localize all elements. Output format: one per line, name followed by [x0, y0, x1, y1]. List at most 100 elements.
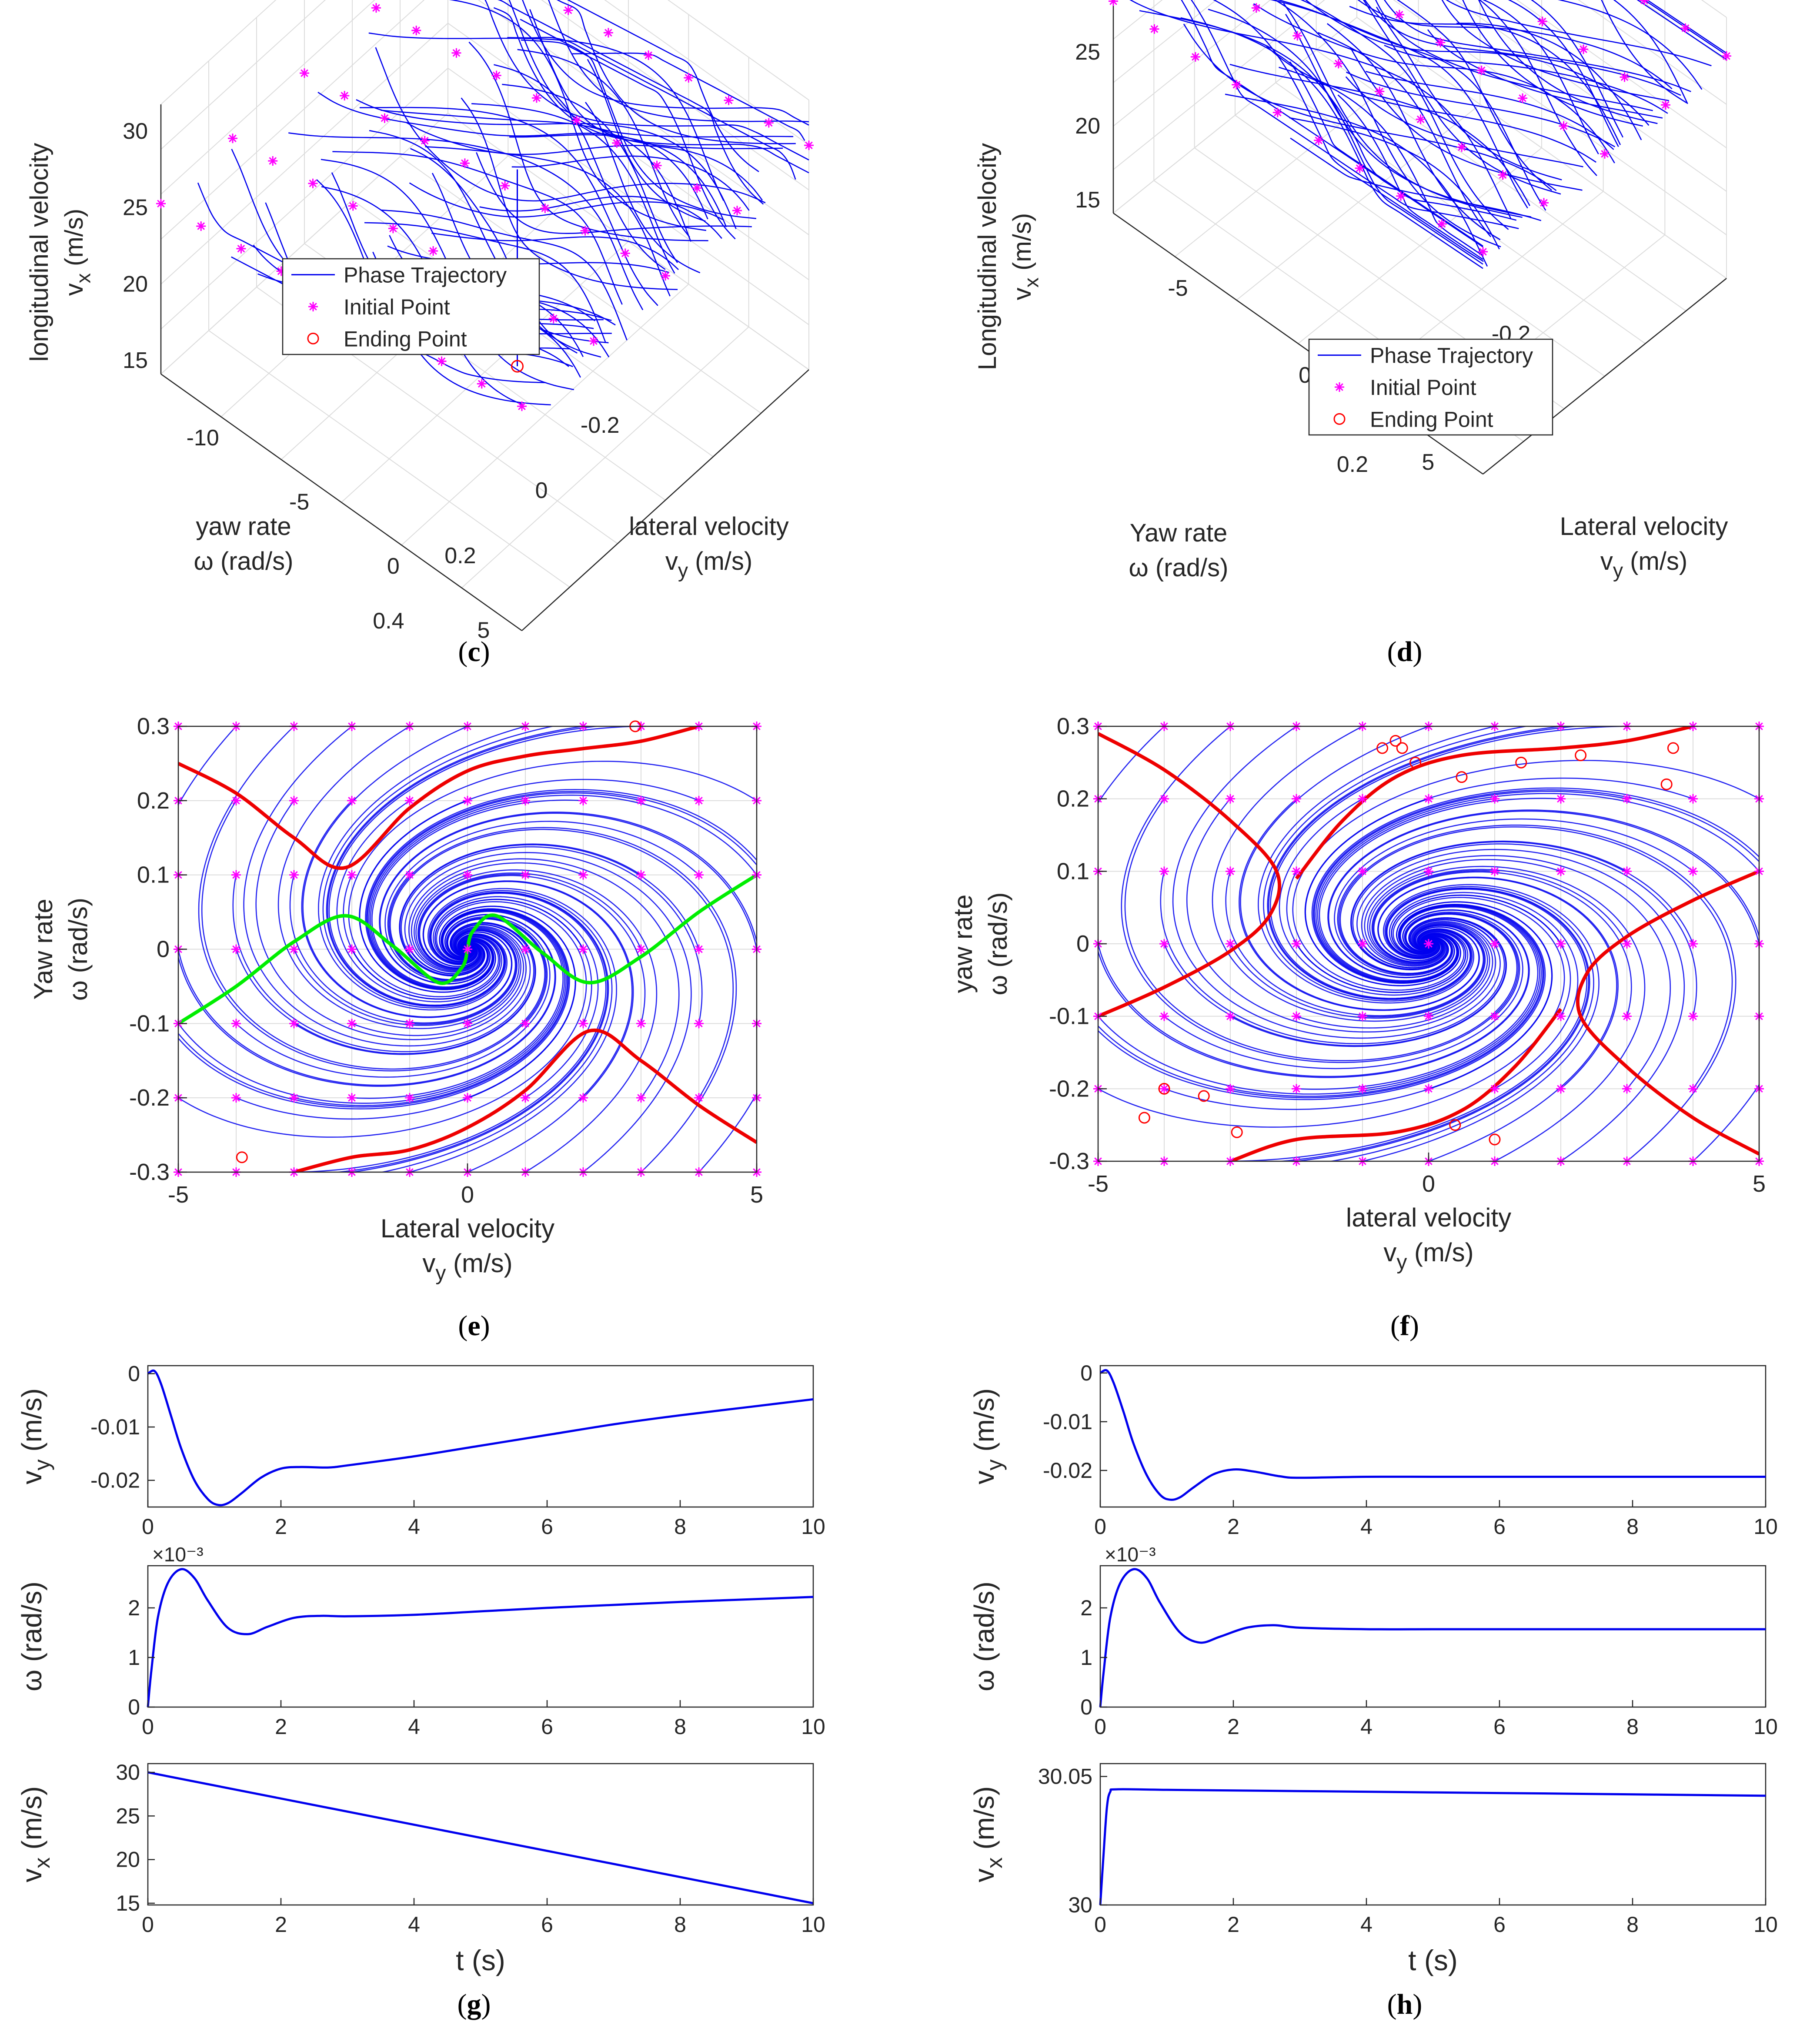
- initial-point-marker: [1358, 1011, 1367, 1021]
- initial-point-marker: [1314, 135, 1324, 145]
- phase-trajectory: [1208, 9, 1483, 265]
- initial-point-marker: [1375, 87, 1385, 97]
- x-tick-label: 2: [1227, 1514, 1239, 1539]
- phase-trajectory: [406, 122, 763, 201]
- initial-point-marker: [1600, 149, 1610, 159]
- phase-trajectory: [317, 91, 708, 220]
- initial-point-marker: [1490, 794, 1499, 804]
- phase-trajectory: [368, 32, 725, 201]
- initial-point-marker: [636, 944, 646, 954]
- initial-point-marker: [521, 1019, 530, 1029]
- caption-g: (g): [458, 1988, 491, 2020]
- y-tick-label: -0.02: [90, 1468, 140, 1493]
- phase-trajectory: [548, 0, 809, 123]
- initial-point-marker: [347, 1019, 357, 1029]
- y-tick-label: -0.3: [1049, 1148, 1089, 1174]
- initial-point-marker: [1622, 1084, 1632, 1094]
- phase-trajectory: [399, 844, 700, 976]
- initial-point-marker: [463, 795, 472, 805]
- initial-point-marker: [1622, 939, 1632, 949]
- lateral-axis-label: Lateral velocity: [1560, 512, 1728, 541]
- initial-point-marker: [1358, 939, 1367, 949]
- ending-point-marker: [1231, 1126, 1243, 1138]
- lateral-tick-label: -10: [187, 425, 219, 451]
- initial-point-marker: [1556, 794, 1566, 804]
- initial-point-marker: [1292, 1011, 1301, 1021]
- initial-point-marker: [347, 944, 357, 954]
- initial-point-marker: [156, 199, 166, 209]
- initial-point-marker: [1292, 794, 1301, 804]
- z-axis-unit: vx (m/s): [60, 209, 94, 296]
- initial-point-marker: [500, 181, 510, 191]
- phase-trajectory: [520, 19, 757, 219]
- initial-point-marker: [1556, 866, 1566, 876]
- initial-point-marker: [1226, 1011, 1235, 1021]
- x-tick-label: 0: [461, 1182, 474, 1208]
- initial-point-marker: [477, 379, 487, 389]
- initial-point-marker: [548, 314, 558, 324]
- initial-point-marker: [1688, 866, 1698, 876]
- x-tick-label: 10: [1753, 1714, 1778, 1739]
- axes-box: [147, 1365, 814, 1508]
- phase-trajectory: [1180, 17, 1483, 269]
- phase-trajectory: [1276, 0, 1546, 211]
- initial-point-marker: [1109, 0, 1118, 6]
- x-tick-label: 4: [408, 1514, 420, 1539]
- axes-box: [147, 1763, 814, 1906]
- initial-point-marker: [1292, 866, 1301, 876]
- legend-entry: Ending Point: [1370, 407, 1493, 431]
- initial-point-marker: [1622, 794, 1632, 804]
- ending-point-marker: [1449, 1119, 1461, 1131]
- y-tick-label: -0.01: [90, 1415, 140, 1439]
- initial-point-marker: [1490, 1084, 1499, 1094]
- phase-plot-f: -5 0 5 0.3 0.2 0.1 0 -0.1 -0.2 -0.3 lateral veloci…: [948, 713, 1766, 1274]
- lateral-tick-label: 5: [1422, 450, 1434, 475]
- initial-point-marker: [580, 226, 590, 236]
- initial-point-marker: [694, 795, 704, 805]
- initial-point-marker: [405, 795, 414, 805]
- initial-point-marker: [236, 244, 246, 254]
- phase-trajectory: [1263, 726, 1759, 1002]
- legend-entry: Ending Point: [344, 327, 467, 351]
- initial-point-marker: [1457, 142, 1467, 152]
- phase-trajectory: [1279, 67, 1483, 257]
- separatrix-green: [178, 914, 469, 1025]
- ending-point-marker: [1198, 1090, 1210, 1102]
- grid-line: [667, 0, 809, 100]
- initial-point-marker: [692, 183, 702, 193]
- initial-point-marker: [578, 944, 588, 954]
- timeseries-panel: 0 2 4 6 8 10 30.05 30 vx (m/s) t (s): [968, 1763, 1778, 1976]
- x-tick-label: 5: [1753, 1171, 1766, 1197]
- ending-point-marker: [1515, 756, 1527, 769]
- caption-c: (c): [458, 636, 490, 668]
- y-tick-label: 0.2: [137, 788, 170, 814]
- initial-point-marker: [1416, 114, 1426, 124]
- y-axis-label: yaw rate: [948, 895, 978, 993]
- yaw-tick-label: 0: [535, 478, 548, 503]
- initial-point-marker: [411, 25, 421, 35]
- initial-point-marker: [1355, 163, 1365, 173]
- y-tick-label: 1: [1080, 1645, 1092, 1670]
- y-tick-label: -0.1: [129, 1010, 170, 1036]
- caption-e: (e): [458, 1310, 490, 1342]
- initial-point-marker: [1688, 1011, 1698, 1021]
- phase-trajectory: [409, 182, 724, 221]
- x-tick-label: -5: [168, 1182, 189, 1208]
- yaw-tick-label: 0.2: [1337, 452, 1368, 477]
- y-axis-unit: ω (rad/s): [63, 898, 93, 1001]
- initial-point-marker: [1622, 866, 1632, 876]
- x-axis-unit: vy (m/s): [422, 1249, 512, 1285]
- initial-point-marker: [1333, 59, 1343, 69]
- initial-point-marker: [1335, 382, 1344, 392]
- initial-point-marker: [276, 266, 286, 276]
- initial-point-marker: [636, 1019, 646, 1029]
- legend-entry: Phase Trajectory: [344, 263, 507, 287]
- initial-point-marker: [521, 795, 530, 805]
- initial-point-marker: [340, 90, 350, 100]
- y-tick-label: -0.1: [1049, 1003, 1089, 1029]
- separatrix-red: [1295, 726, 1693, 880]
- legend-entry: Phase Trajectory: [1370, 344, 1533, 368]
- phase-trajectory: [1345, 76, 1583, 167]
